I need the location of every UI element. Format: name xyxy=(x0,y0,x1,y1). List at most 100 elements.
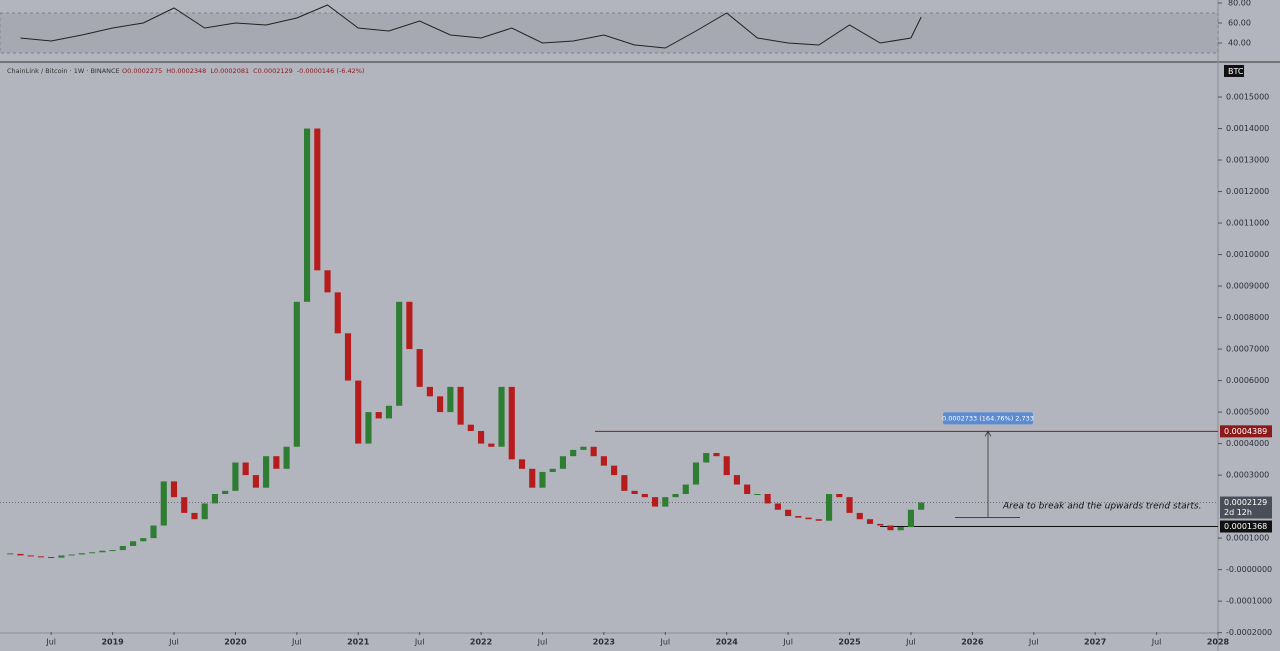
level-label-box xyxy=(1220,425,1272,438)
measure-label: 0.0002733 (164.76%) 2,733 xyxy=(942,414,1034,422)
candle-body xyxy=(611,465,618,476)
candle-body xyxy=(549,468,556,472)
candle-body xyxy=(355,380,362,444)
ohlc-value: L0.0002081 xyxy=(210,67,249,75)
x-tick-label: Jul xyxy=(168,638,179,647)
candle-body xyxy=(539,471,546,488)
y-tick-label: -0.0001000 xyxy=(1226,597,1272,606)
candle-body xyxy=(447,386,454,413)
candle-body xyxy=(754,494,761,496)
candle-body xyxy=(385,405,393,419)
candle-body xyxy=(621,475,628,491)
candle-body xyxy=(631,490,638,495)
x-tick-label: Jul xyxy=(905,638,916,647)
candle-body xyxy=(273,456,280,469)
candle-body xyxy=(119,545,126,551)
candle-body xyxy=(580,446,587,450)
candle-body xyxy=(508,386,515,460)
candle-body xyxy=(232,462,239,491)
candle-body xyxy=(109,550,116,552)
ohlc-value: H0.0002348 xyxy=(166,67,206,75)
candle-body xyxy=(774,503,781,510)
candle-body xyxy=(692,462,700,485)
candle-body xyxy=(252,475,259,488)
candle-body xyxy=(570,449,577,457)
candle-body xyxy=(723,456,730,476)
x-tick-label: 2028 xyxy=(1207,638,1230,647)
annotation: Area to break and the upwards trend star… xyxy=(1002,502,1201,512)
candle-body xyxy=(263,456,270,488)
candle-body xyxy=(846,497,853,513)
candle-body xyxy=(283,446,290,469)
candle-body xyxy=(416,349,423,387)
candle-body xyxy=(406,301,413,350)
candle-body xyxy=(242,462,249,476)
candle-body xyxy=(344,333,352,381)
candle-body xyxy=(866,519,874,524)
candle-body xyxy=(150,525,157,539)
candle-body xyxy=(17,553,24,556)
candle-body xyxy=(365,412,372,444)
y-tick-label: 0.0007000 xyxy=(1226,345,1269,354)
candle-body xyxy=(600,456,607,466)
candle-body xyxy=(37,556,45,558)
candle-body xyxy=(426,386,433,397)
candle-body xyxy=(201,503,208,520)
countdown: 2d 12h xyxy=(1224,508,1252,517)
candle-body xyxy=(437,396,444,413)
candle-body xyxy=(170,481,178,498)
measure-label-box xyxy=(943,412,1033,425)
last-price-label: 0.0002129 xyxy=(1224,498,1267,507)
y-tick-label: 0.0011000 xyxy=(1226,219,1269,228)
x-tick-label: Jul xyxy=(291,638,302,647)
ohlc-legend: O0.0002275 H0.0002348 L0.0002081 C0.0002129… xyxy=(122,67,364,75)
candle-body xyxy=(477,430,485,444)
y-tick-label: 0.0014000 xyxy=(1226,124,1269,133)
candle-body xyxy=(651,497,659,507)
candle-body xyxy=(764,494,771,504)
ohlc-value: C0.0002129 xyxy=(253,67,293,75)
candle-body xyxy=(293,301,300,447)
candle-body xyxy=(396,301,403,406)
candle-body xyxy=(58,555,65,558)
rsi-band xyxy=(0,12,1219,54)
x-tick-label: Jul xyxy=(1028,638,1039,647)
rsi-tick-label: 80.00 xyxy=(1228,0,1251,8)
x-tick-label: 2023 xyxy=(593,638,615,647)
candle-body xyxy=(907,509,915,528)
x-tick-label: Jul xyxy=(537,638,548,647)
ohlc-value: O0.0002275 xyxy=(122,67,162,75)
candle-body xyxy=(181,497,188,513)
candle-body xyxy=(129,541,137,546)
candle-body xyxy=(140,538,147,542)
x-tick-label: 2025 xyxy=(838,638,861,647)
x-tick-label: Jul xyxy=(414,638,425,647)
level-label: 0.0001368 xyxy=(1224,522,1267,531)
candle-body xyxy=(488,443,495,447)
candle-body xyxy=(805,517,812,520)
candle-body xyxy=(457,386,464,425)
candle-body xyxy=(559,456,567,469)
currency-box xyxy=(1224,65,1244,77)
candle-body xyxy=(672,494,679,498)
candle-body xyxy=(877,523,884,526)
last-price-box xyxy=(1220,496,1272,519)
x-tick-label: 2019 xyxy=(101,638,124,647)
y-tick-label: 0.0010000 xyxy=(1226,250,1269,259)
candle-body xyxy=(825,494,833,521)
x-tick-label: 2020 xyxy=(224,638,247,647)
x-tick-label: Jul xyxy=(782,638,793,647)
candle-body xyxy=(48,557,55,559)
x-tick-label: 2021 xyxy=(347,638,370,647)
candle-body xyxy=(529,468,536,488)
candle-body xyxy=(303,128,311,302)
y-tick-label: 0.0015000 xyxy=(1226,93,1269,102)
x-tick-label: Jul xyxy=(45,638,56,647)
rsi-tick-label: 60.00 xyxy=(1228,19,1251,28)
arrow-head xyxy=(984,430,992,437)
candle-body xyxy=(518,459,526,469)
y-tick-label: 0.0003000 xyxy=(1226,471,1269,480)
candle-body xyxy=(222,490,229,495)
candle-body xyxy=(733,475,741,485)
